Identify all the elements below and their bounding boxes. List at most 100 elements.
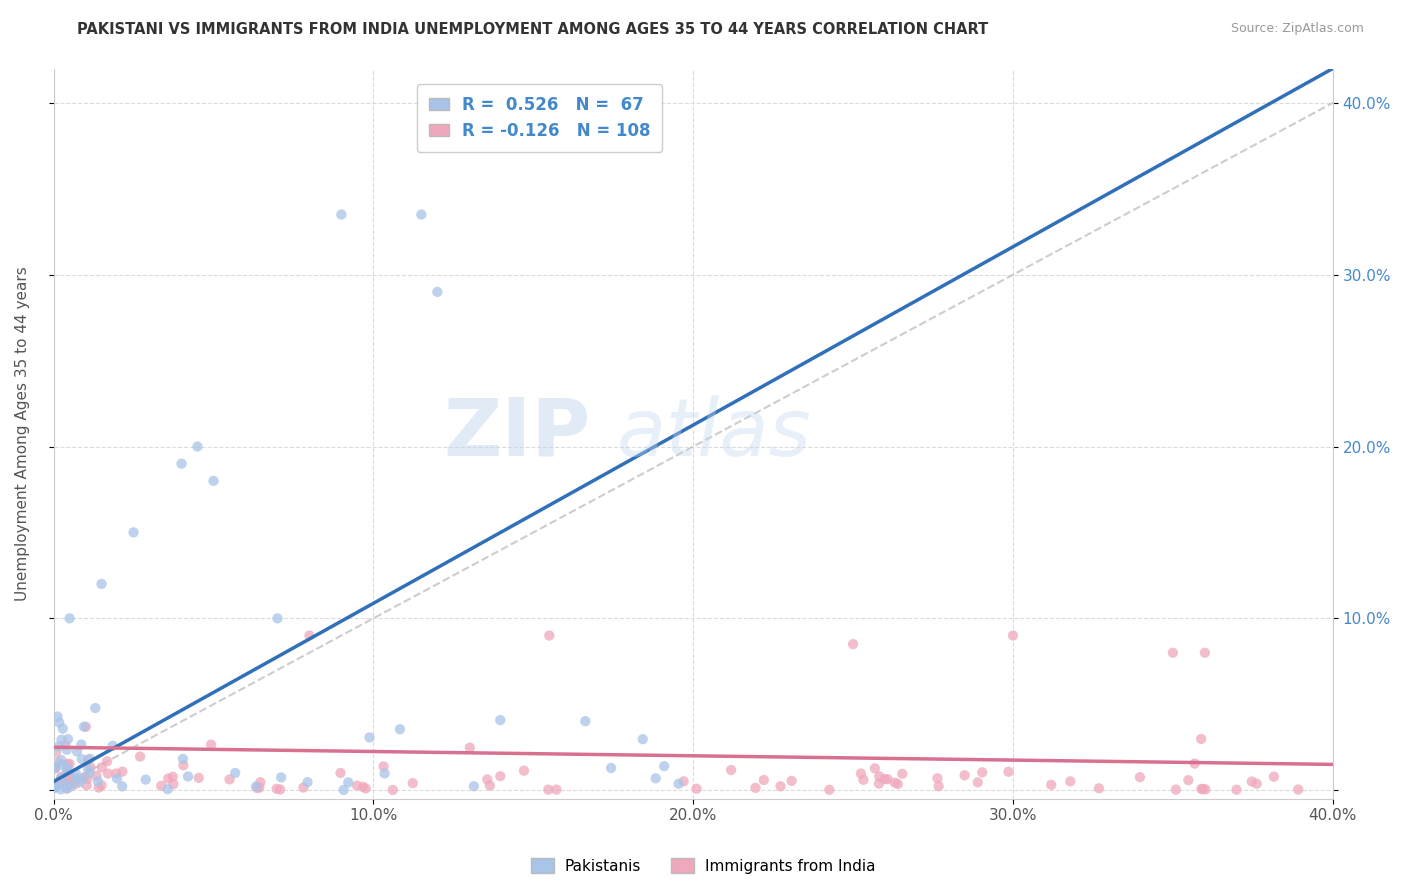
Point xyxy=(359,731,381,745)
Y-axis label: Unemployment Among Ages 35 to 44 years: Unemployment Among Ages 35 to 44 years xyxy=(15,267,30,601)
Point xyxy=(162,777,184,791)
Point xyxy=(346,779,368,793)
Point xyxy=(65,771,87,785)
Point xyxy=(44,780,66,795)
Text: PAKISTANI VS IMMIGRANTS FROM INDIA UNEMPLOYMENT AMONG AGES 35 TO 44 YEARS CORREL: PAKISTANI VS IMMIGRANTS FROM INDIA UNEMP… xyxy=(77,22,988,37)
Point xyxy=(45,761,67,775)
Point xyxy=(69,775,91,789)
Point xyxy=(354,781,377,796)
Point xyxy=(79,765,101,780)
Point xyxy=(269,782,291,797)
Point xyxy=(77,753,100,767)
Point xyxy=(463,779,485,793)
Point xyxy=(928,779,950,793)
Point xyxy=(574,714,596,728)
Point xyxy=(537,782,560,797)
Point xyxy=(247,780,270,795)
Point xyxy=(953,768,976,782)
Point xyxy=(513,764,536,778)
Point xyxy=(818,782,841,797)
Point xyxy=(1001,628,1024,642)
Point xyxy=(891,766,914,780)
Point xyxy=(868,777,890,791)
Point xyxy=(388,722,411,736)
Point xyxy=(652,759,675,773)
Point xyxy=(426,285,449,299)
Point xyxy=(122,525,145,540)
Point xyxy=(402,776,425,790)
Point xyxy=(44,761,66,775)
Point xyxy=(876,772,898,787)
Point xyxy=(56,756,79,771)
Point xyxy=(90,577,112,591)
Point xyxy=(48,739,70,754)
Point xyxy=(76,778,98,792)
Point xyxy=(411,208,433,222)
Point xyxy=(59,611,82,625)
Point xyxy=(46,756,69,770)
Point xyxy=(55,781,77,796)
Legend: R =  0.526   N =  67, R = -0.126   N = 108: R = 0.526 N = 67, R = -0.126 N = 108 xyxy=(418,84,662,152)
Point xyxy=(842,637,865,651)
Point xyxy=(156,782,179,797)
Point xyxy=(202,474,225,488)
Point xyxy=(849,766,872,780)
Point xyxy=(53,778,76,792)
Point xyxy=(51,732,73,747)
Point xyxy=(489,713,512,727)
Point xyxy=(75,720,97,734)
Point xyxy=(752,772,775,787)
Point xyxy=(70,738,93,752)
Text: Source: ZipAtlas.com: Source: ZipAtlas.com xyxy=(1230,22,1364,36)
Point xyxy=(59,776,82,790)
Point xyxy=(966,775,988,789)
Point xyxy=(60,779,83,793)
Point xyxy=(744,780,766,795)
Point xyxy=(79,760,101,774)
Point xyxy=(1225,782,1247,797)
Point xyxy=(266,611,288,625)
Point xyxy=(1059,774,1081,789)
Point xyxy=(58,766,80,780)
Point xyxy=(1240,774,1263,789)
Point xyxy=(458,740,481,755)
Point xyxy=(56,742,79,756)
Point xyxy=(668,777,690,791)
Point xyxy=(111,780,134,794)
Point xyxy=(87,780,110,795)
Point xyxy=(49,782,72,797)
Point xyxy=(66,745,89,759)
Point xyxy=(1263,770,1285,784)
Point xyxy=(218,772,240,787)
Point xyxy=(489,769,512,783)
Point xyxy=(172,758,194,772)
Point xyxy=(90,778,112,792)
Point xyxy=(1192,782,1215,797)
Point xyxy=(52,722,75,736)
Point xyxy=(546,782,568,797)
Point xyxy=(56,764,79,778)
Point xyxy=(96,754,118,768)
Point xyxy=(129,749,152,764)
Point xyxy=(685,781,707,796)
Point xyxy=(48,715,70,730)
Point xyxy=(177,769,200,783)
Point xyxy=(186,440,208,454)
Point xyxy=(266,781,288,796)
Point xyxy=(60,773,83,788)
Point xyxy=(97,766,120,780)
Point xyxy=(927,772,949,786)
Point xyxy=(172,752,194,766)
Point xyxy=(292,780,315,795)
Point xyxy=(55,766,77,780)
Text: atlas: atlas xyxy=(616,394,811,473)
Point xyxy=(1189,781,1212,796)
Point xyxy=(200,738,222,752)
Point xyxy=(1177,773,1199,788)
Point xyxy=(381,783,404,797)
Point xyxy=(769,779,792,793)
Point xyxy=(162,770,184,784)
Point xyxy=(55,777,77,791)
Point xyxy=(45,780,67,794)
Point xyxy=(150,779,173,793)
